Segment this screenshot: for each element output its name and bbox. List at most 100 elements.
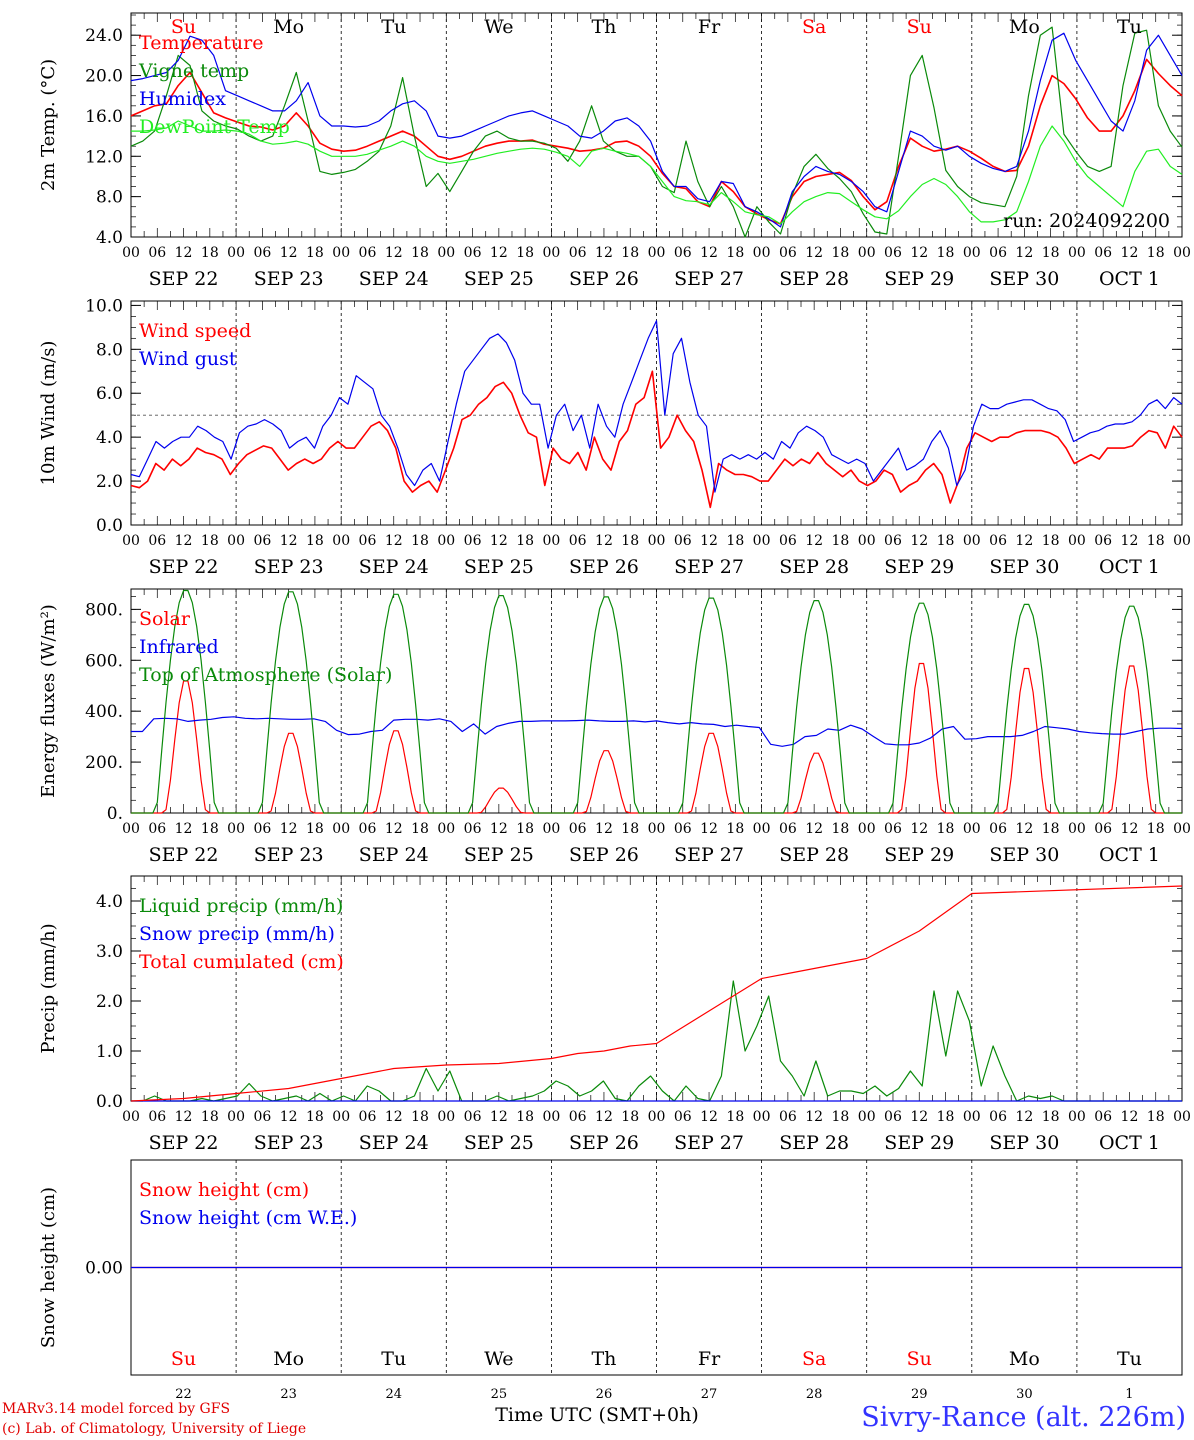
hour-label: 18 (832, 533, 850, 549)
day-number-label: 25 (491, 1387, 508, 1402)
date-label: OCT 1 (1099, 844, 1160, 866)
date-label: SEP 28 (779, 1132, 849, 1154)
hour-label: 18 (726, 533, 744, 549)
legend-entry: Liquid precip (mm/h) (139, 895, 343, 917)
hour-label: 00 (753, 245, 771, 261)
hour-label: 06 (989, 821, 1007, 837)
date-label: SEP 29 (884, 1132, 954, 1154)
y-tick-label: 4.0 (96, 228, 123, 248)
date-label: SEP 29 (884, 844, 954, 866)
weekday-label: Mo (273, 1348, 304, 1370)
legend-entry: Vigne temp (138, 60, 249, 82)
day-number-label: 29 (911, 1387, 928, 1402)
hour-label: 12 (595, 245, 613, 261)
series-line-liquid-precip-mm-h- (131, 980, 1182, 1102)
hour-label: 06 (569, 245, 587, 261)
hour-label: 18 (411, 1109, 429, 1125)
hour-label: 18 (621, 1109, 639, 1125)
hour-label: 06 (674, 1109, 692, 1125)
hour-label: 06 (148, 245, 166, 261)
hour-label: 06 (148, 1109, 166, 1125)
hour-label: 06 (779, 245, 797, 261)
hour-label: 18 (1042, 1109, 1060, 1125)
day-number-label: 1 (1125, 1387, 1133, 1402)
series-line-wind-gust (130, 320, 1183, 493)
hour-label: 12 (490, 821, 508, 837)
day-number-label: 24 (385, 1387, 402, 1402)
y-axis-label: Energy fluxes (W/m²) (38, 604, 59, 798)
date-label: SEP 22 (149, 268, 219, 290)
hour-label: 06 (464, 533, 482, 549)
legend-entry: Solar (139, 608, 191, 630)
lab-credit: (c) Lab. of Climatology, University of L… (2, 1421, 307, 1437)
hour-label: 18 (937, 821, 955, 837)
series-line-wind-speed (130, 370, 1183, 509)
hour-label: 12 (805, 1109, 823, 1125)
series-line-humidex (130, 32, 1183, 228)
hour-label: 18 (1147, 245, 1165, 261)
weekday-label: Tu (381, 1348, 406, 1370)
hour-label: 00 (437, 821, 455, 837)
hour-label: 06 (884, 533, 902, 549)
hour-label: 00 (1173, 533, 1191, 549)
hour-label: 18 (201, 1109, 219, 1125)
date-label: SEP 26 (569, 1132, 639, 1154)
legend-entry: Snow precip (mm/h) (139, 923, 335, 945)
hour-label: 18 (411, 245, 429, 261)
date-label: SEP 30 (989, 268, 1059, 290)
hour-label: 12 (1121, 245, 1139, 261)
hour-label: 06 (569, 1109, 587, 1125)
hour-label: 18 (621, 245, 639, 261)
date-label: SEP 25 (464, 1132, 534, 1154)
legend-entry: Temperature (139, 32, 263, 54)
hour-label: 00 (963, 533, 981, 549)
date-label: SEP 22 (149, 844, 219, 866)
date-label: SEP 27 (674, 844, 744, 866)
hour-label: 12 (910, 533, 928, 549)
hour-label: 12 (700, 245, 718, 261)
hour-label: 00 (648, 245, 666, 261)
weekday-label: Mo (273, 16, 304, 38)
hour-label: 06 (464, 821, 482, 837)
hour-label: 06 (359, 821, 377, 837)
hour-label: 12 (805, 821, 823, 837)
panel-5: 0.00 Snow height (cm) Snow height (cm) Snow… (38, 1159, 1183, 1402)
hour-label: 18 (411, 533, 429, 549)
day-number-label: 28 (806, 1387, 823, 1402)
day-number-label: 23 (280, 1387, 297, 1402)
weekday-label: Sa (802, 1348, 826, 1370)
hour-label: 06 (569, 821, 587, 837)
x-axis-title: Time UTC (SMT+0h) (495, 1404, 699, 1426)
hour-label: 00 (122, 821, 140, 837)
hour-label: 18 (306, 533, 324, 549)
y-tick-label: 0.00 (85, 1259, 123, 1279)
hour-label: 18 (516, 1109, 534, 1125)
weekday-label: Su (171, 16, 196, 38)
date-label: SEP 27 (674, 1132, 744, 1154)
date-label: SEP 30 (989, 556, 1059, 578)
hour-label: 06 (1094, 533, 1112, 549)
hour-label: 12 (280, 245, 298, 261)
series-line-dewpoint-temp (131, 120, 1183, 225)
y-tick-label: 6.0 (96, 384, 123, 404)
model-credit: MARv3.14 model forced by GFS (2, 1401, 231, 1417)
hour-label: 00 (648, 821, 666, 837)
series-line-infrared (131, 716, 1183, 747)
weekday-label: Su (171, 1348, 196, 1370)
hour-label: 06 (569, 533, 587, 549)
date-label: SEP 23 (254, 844, 324, 866)
hour-label: 12 (1015, 245, 1033, 261)
hour-label: 00 (227, 245, 245, 261)
hour-label: 06 (1094, 245, 1112, 261)
y-tick-label: 12.0 (85, 147, 123, 167)
weekday-label: Tu (1117, 16, 1142, 38)
hour-label: 00 (542, 245, 560, 261)
hour-label: 00 (963, 821, 981, 837)
hour-label: 06 (359, 1109, 377, 1125)
hour-label: 00 (1173, 1109, 1191, 1125)
date-label: SEP 23 (254, 1132, 324, 1154)
hour-label: 06 (253, 821, 271, 837)
date-label: SEP 22 (149, 1132, 219, 1154)
y-tick-label: 4.0 (96, 428, 123, 448)
hour-label: 00 (1068, 245, 1086, 261)
